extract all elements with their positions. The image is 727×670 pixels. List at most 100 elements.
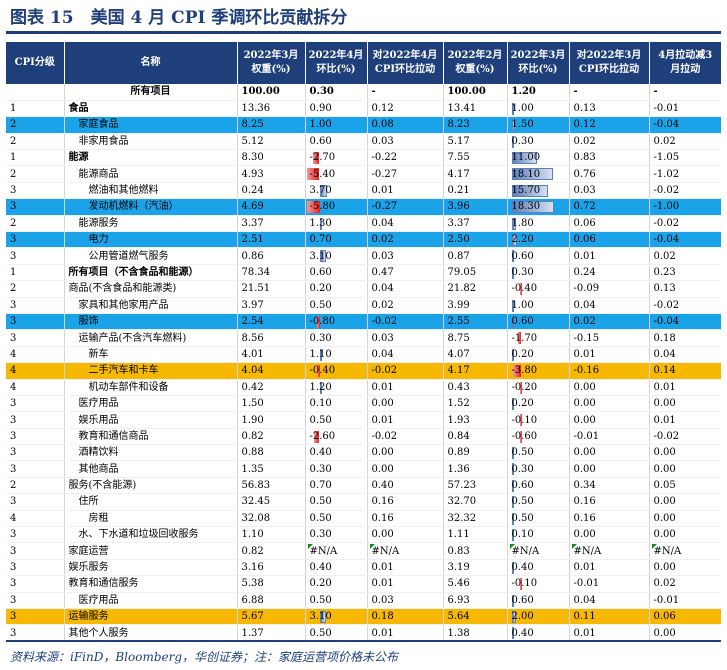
- table-row: 3 其他个人服务 1.37 0.50 0.01 1.38 0.40 0.01 0.00: [6, 624, 721, 642]
- cell-mom-mar-value: 0.20: [511, 398, 534, 410]
- cell-mom-mar: 0.60: [507, 313, 570, 331]
- cell-level-value: 3: [10, 447, 17, 459]
- cell-contrib-diff-value: -0.02: [653, 217, 680, 229]
- cell-mom-apr: 0.40: [305, 559, 368, 577]
- cpi-contribution-table: CPI分级 名称 2022年3月 权重(%) 2022年4月 环比(%) 对2022…: [6, 42, 721, 642]
- cell-contrib-apr: 0.12: [367, 100, 444, 118]
- cell-contrib-diff: -0.01: [649, 592, 721, 610]
- table-row: 3 住所 32.45 0.50 0.16 32.70 0.50 0.16 0.00: [6, 493, 721, 511]
- cell-name: 房租: [64, 510, 238, 528]
- cell-mom-apr: 0.70: [305, 231, 368, 249]
- cell-contrib-mar-value: -0.01: [573, 430, 600, 442]
- positive-bar: [511, 299, 514, 312]
- cell-name-value: 水、下水道和垃圾回收服务: [78, 529, 199, 541]
- cell-contrib-diff: 0.00: [649, 395, 721, 413]
- cell-weight-feb: 4.17: [443, 165, 508, 183]
- cell-weight-feb-value: 0.43: [447, 381, 470, 393]
- cell-level-value: 3: [10, 414, 17, 426]
- cell-mom-apr: 1.00: [305, 116, 368, 134]
- cell-level-value: 2: [10, 119, 17, 131]
- cell-contrib-apr: 0.00: [367, 460, 444, 478]
- cell-contrib-mar: 0.11: [569, 608, 650, 626]
- cell-mom-apr: 0.60: [305, 264, 368, 282]
- cell-weight-mar: 4.69: [237, 198, 306, 216]
- cell-weight-feb: 1.93: [443, 411, 508, 429]
- cell-name: 教育和通信服务: [64, 575, 238, 593]
- cell-contrib-diff: -0.02: [649, 215, 721, 233]
- cell-level-value: 1: [10, 152, 17, 164]
- cell-weight-mar: 21.51: [237, 280, 306, 298]
- cell-name-value: 商品(不含食品和能源类): [68, 283, 177, 295]
- cell-level-value: 3: [10, 430, 17, 442]
- cell-mom-mar: 0.40: [507, 559, 570, 577]
- cell-mom-mar-value: -0.40: [511, 283, 538, 295]
- cell-weight-mar: 8.30: [237, 149, 306, 167]
- cell-level-value: 4: [10, 381, 17, 393]
- negative-bar: [519, 381, 522, 394]
- cell-level-value: 4: [10, 512, 17, 524]
- cell-contrib-mar-value: 0.00: [573, 529, 596, 541]
- cell-name: 二手汽车和卡车: [64, 362, 238, 380]
- table-row: 3 发动机燃料（汽油） 4.69 -5.80 -0.27 3.96 18.30 0.72 -1.…: [6, 198, 721, 216]
- cell-contrib-mar: 0.01: [569, 346, 650, 364]
- cell-contrib-apr: 0.04: [367, 280, 444, 298]
- cell-weight-mar: 3.37: [237, 215, 306, 233]
- positive-bar: [511, 611, 517, 623]
- cell-contrib-diff-value: 0.00: [653, 562, 676, 574]
- cell-weight-feb-value: 7.55: [447, 152, 470, 164]
- cell-contrib-diff-value: 0.02: [653, 250, 676, 262]
- cell-mom-apr-value: 0.50: [309, 512, 332, 524]
- cell-weight-mar: 0.82: [237, 428, 306, 446]
- cell-contrib-mar-value: 0.02: [573, 135, 596, 147]
- cell-contrib-diff-value: -: [653, 86, 658, 98]
- table-row: 3 电力 2.51 0.70 0.02 2.50 2.20 0.06 -0.04: [6, 231, 721, 249]
- cell-weight-mar-value: 0.24: [241, 185, 264, 197]
- cell-contrib-mar-value: -0.15: [573, 332, 600, 344]
- cell-name-value: 医疗用品: [78, 594, 119, 606]
- cell-name: 运输服务: [64, 608, 238, 626]
- cell-contrib-mar: 0.06: [569, 231, 650, 249]
- negative-bar: [519, 578, 522, 591]
- cell-mom-mar-value: 0.50: [511, 447, 534, 459]
- cell-contrib-mar-value: 0.01: [573, 348, 596, 360]
- cell-mom-mar: 18.30: [507, 198, 570, 216]
- cell-contrib-diff: -1.02: [649, 165, 721, 183]
- cell-contrib-mar: 0.13: [569, 100, 650, 118]
- cell-contrib-diff-value: -1.05: [653, 152, 680, 164]
- cell-contrib-mar: -0.01: [569, 428, 650, 446]
- cell-contrib-mar-value: 0.00: [573, 381, 596, 393]
- cell-name-value: 运输服务: [68, 611, 109, 623]
- cell-contrib-diff-value: #N/A: [653, 545, 682, 557]
- cell-name-value: 服饰: [78, 316, 99, 328]
- cell-level-value: 3: [10, 332, 17, 344]
- cell-contrib-apr-value: 0.16: [371, 496, 394, 508]
- cell-weight-feb: 8.75: [443, 329, 508, 347]
- source-note: 资料来源：iFinD，Bloomberg，华创证券；注：家庭运营项价格未公布: [6, 640, 721, 665]
- cell-contrib-apr-value: 0.03: [371, 594, 394, 606]
- cell-contrib-mar: -: [569, 84, 650, 101]
- cell-contrib-apr-value: -0.02: [371, 430, 398, 442]
- cell-weight-feb-value: 1.93: [447, 414, 470, 426]
- cell-weight-feb-value: 8.23: [447, 119, 470, 131]
- cell-mom-mar-value: 0.30: [511, 135, 534, 147]
- cell-name: 电力: [64, 231, 238, 249]
- cell-name: 医疗用品: [64, 592, 238, 610]
- cell-contrib-diff: 0.01: [649, 379, 721, 396]
- cell-mom-mar-value: 0.60: [511, 316, 534, 328]
- cell-level-value: 3: [10, 578, 17, 590]
- cell-weight-feb: 0.83: [443, 542, 508, 560]
- cell-contrib-mar-value: 0.76: [573, 168, 596, 180]
- cell-weight-feb: 7.55: [443, 149, 508, 167]
- cell-level: 4: [6, 510, 65, 528]
- cell-level: 3: [6, 624, 65, 642]
- table-row: 1 所有项目（不含食品和能源） 78.34 0.60 0.47 79.05 0.30 0.24…: [6, 264, 721, 282]
- cell-name-value: 所有项目（不含食品和能源）: [68, 266, 199, 278]
- cell-mom-mar-value: -0.20: [511, 381, 538, 393]
- cell-contrib-apr-value: 0.00: [371, 463, 394, 475]
- cell-contrib-diff: -0.01: [649, 100, 721, 118]
- cell-contrib-apr: 0.01: [367, 182, 444, 200]
- positive-bar: [511, 496, 514, 509]
- cell-weight-feb: 57.23: [443, 477, 508, 495]
- cell-weight-mar-value: 1.50: [241, 398, 264, 410]
- cell-contrib-mar-value: -0.16: [573, 365, 600, 377]
